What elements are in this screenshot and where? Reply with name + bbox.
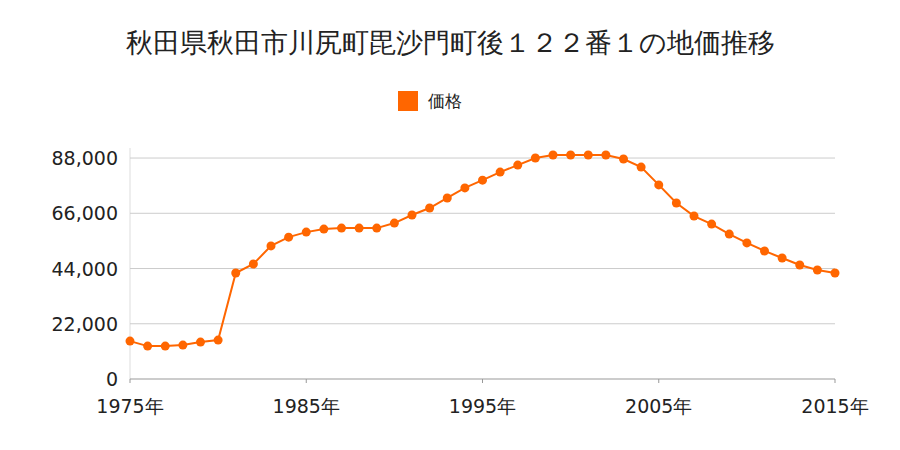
y-tick-label: 44,000 (52, 258, 118, 280)
point (690, 212, 699, 221)
point (319, 225, 328, 234)
point (408, 211, 417, 220)
point (584, 151, 593, 160)
point (813, 266, 822, 275)
point (496, 168, 505, 177)
legend-swatch (398, 91, 418, 111)
point (654, 180, 663, 189)
legend: 価格 (398, 91, 462, 111)
point (637, 163, 646, 172)
x-tick-label: 1995年 (449, 395, 516, 417)
point (601, 151, 610, 160)
title: 秋田県秋田市川尻町毘沙門町後１２２番１の地価推移 (126, 27, 775, 58)
y-tick-label: 88,000 (52, 147, 118, 169)
x-tick (306, 379, 307, 383)
point (531, 154, 540, 163)
y-tick-label: 66,000 (52, 202, 118, 224)
point (707, 220, 716, 229)
x-tick (482, 379, 483, 383)
point (284, 233, 293, 242)
plot-area (126, 151, 840, 351)
point (672, 198, 681, 207)
y-tick-label: 0 (106, 368, 118, 390)
point (478, 176, 487, 185)
x-tick (658, 379, 659, 383)
point (778, 253, 787, 262)
point (619, 155, 628, 164)
point (302, 228, 311, 237)
point (372, 224, 381, 233)
point (126, 337, 135, 346)
x-tick-label: 1975年 (96, 395, 163, 417)
point (795, 261, 804, 270)
y-tick-label: 22,000 (52, 313, 118, 335)
point (460, 183, 469, 192)
point (513, 161, 522, 170)
point (214, 336, 223, 345)
legend-label: 価格 (428, 91, 462, 111)
grid-line (130, 158, 835, 159)
grid-line (130, 323, 835, 324)
point (231, 269, 240, 278)
point (143, 342, 152, 351)
chart: 秋田県秋田市川尻町毘沙門町後１２２番１の地価推移価格 0 22,000 44,000 6… (0, 0, 900, 450)
series-line (130, 155, 835, 346)
point (549, 151, 558, 160)
x-tick-label: 2005年 (625, 395, 692, 417)
point (196, 338, 205, 347)
point (566, 151, 575, 160)
point (267, 241, 276, 250)
point (425, 204, 434, 213)
grid-line (130, 213, 835, 214)
point (390, 219, 399, 228)
point (742, 238, 751, 247)
point (249, 260, 258, 269)
point (831, 269, 840, 278)
point (161, 342, 170, 351)
point (178, 341, 187, 350)
x-tick (130, 379, 131, 383)
x-tick-label: 2015年 (801, 395, 868, 417)
x-tick-label: 1985年 (273, 395, 340, 417)
point (443, 193, 452, 202)
x-tick (835, 379, 836, 383)
point (355, 224, 364, 233)
point (337, 224, 346, 233)
point (725, 230, 734, 239)
point (760, 246, 769, 255)
